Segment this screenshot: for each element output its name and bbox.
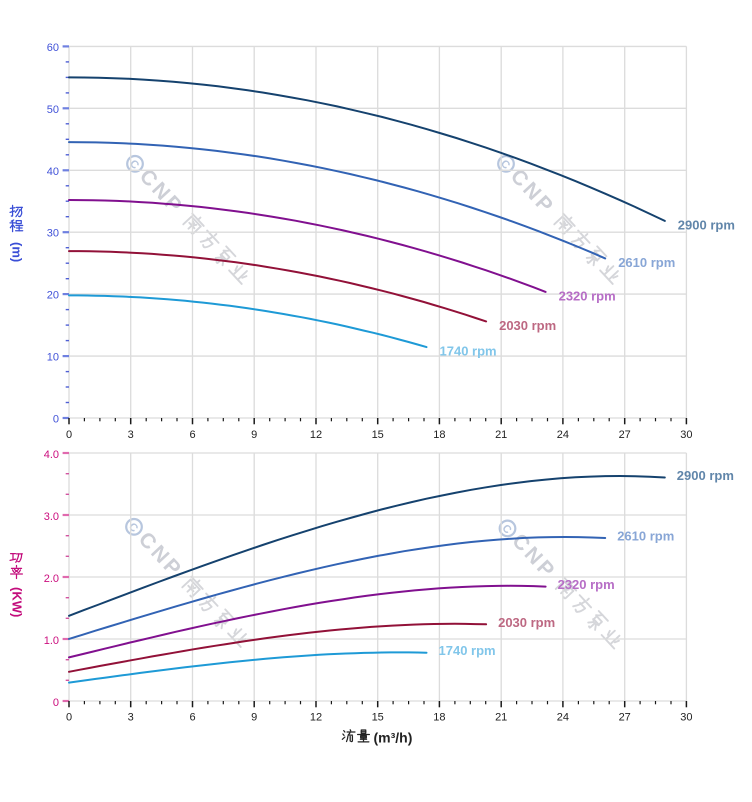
svg-text:4.0: 4.0 [44,449,59,461]
svg-text:18: 18 [433,712,445,724]
svg-text:2030 rpm: 2030 rpm [499,318,556,333]
svg-text:9: 9 [251,712,257,724]
svg-text:0: 0 [66,429,72,441]
svg-text:(m³/h): (m³/h) [374,730,413,746]
svg-text:(KW): (KW) [9,587,24,617]
svg-text:21: 21 [495,712,507,724]
svg-text:30: 30 [680,712,692,724]
svg-text:21: 21 [495,429,507,441]
svg-text:6: 6 [189,712,195,724]
svg-text:1.0: 1.0 [44,635,59,647]
svg-text:2.0: 2.0 [44,573,59,585]
svg-text:60: 60 [47,42,59,54]
svg-text:9: 9 [251,429,257,441]
svg-text:0: 0 [66,712,72,724]
svg-text:2320 rpm: 2320 rpm [559,288,616,303]
svg-text:24: 24 [557,429,569,441]
svg-text:6: 6 [189,429,195,441]
svg-text:1740 rpm: 1740 rpm [440,344,497,359]
svg-text:50: 50 [47,104,59,116]
svg-text:15: 15 [372,712,384,724]
svg-text:30: 30 [680,429,692,441]
svg-text:12: 12 [310,712,322,724]
svg-text:(m): (m) [9,242,24,262]
svg-text:12: 12 [310,429,322,441]
svg-text:2030 rpm: 2030 rpm [498,615,555,630]
svg-text:40: 40 [47,166,59,178]
svg-text:10: 10 [47,352,59,364]
svg-text:27: 27 [619,712,631,724]
svg-text:2900 rpm: 2900 rpm [677,468,734,483]
svg-text:24: 24 [557,712,569,724]
svg-text:2610 rpm: 2610 rpm [617,529,674,544]
svg-text:20: 20 [47,290,59,302]
svg-text:15: 15 [372,429,384,441]
svg-text:3.0: 3.0 [44,511,59,523]
svg-text:3: 3 [128,712,134,724]
svg-text:0: 0 [53,697,59,709]
svg-text:30: 30 [47,228,59,240]
svg-text:2900 rpm: 2900 rpm [678,217,735,232]
svg-text:1740 rpm: 1740 rpm [439,643,496,658]
svg-text:2320 rpm: 2320 rpm [558,577,615,592]
svg-text:3: 3 [128,429,134,441]
svg-text:0: 0 [53,414,59,426]
svg-text:2610 rpm: 2610 rpm [618,255,675,270]
svg-text:27: 27 [619,429,631,441]
svg-text:18: 18 [433,429,445,441]
